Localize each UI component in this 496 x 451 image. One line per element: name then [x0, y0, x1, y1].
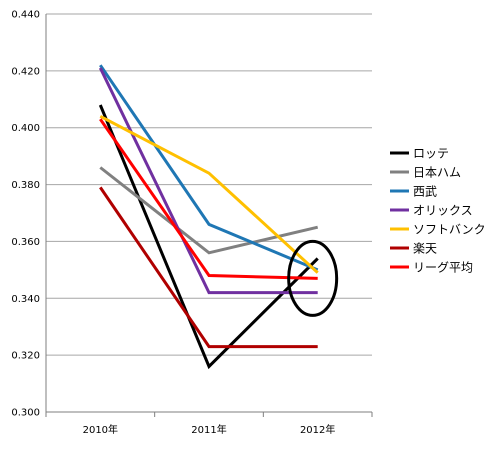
series-line [99, 64, 319, 272]
y-tick-label: 0.340 [11, 294, 40, 305]
legend-label: 楽天 [413, 242, 437, 256]
y-tick-label: 0.320 [11, 351, 40, 362]
y-tick-label: 0.380 [11, 180, 40, 191]
y-tick-label: 0.400 [11, 123, 40, 134]
x-tick-label: 2010年 [83, 423, 118, 436]
y-tick-label: 0.360 [11, 237, 40, 248]
legend-label: ソフトバンク [413, 223, 486, 237]
y-tick-label: 0.300 [11, 408, 40, 419]
x-tick-label: 2011年 [191, 423, 226, 436]
grid-layer [46, 13, 372, 413]
annotation-layer [287, 239, 339, 317]
annotation-circle [287, 239, 339, 317]
series-line [99, 118, 318, 280]
series-line [99, 114, 319, 274]
series-layer [98, 64, 319, 370]
legend-label: ロッテ [413, 147, 449, 161]
legend-label: オリックス [413, 204, 473, 218]
series-line [98, 104, 319, 370]
legend-label: 日本ハム [413, 166, 461, 180]
y-tick-label: 0.420 [11, 66, 40, 77]
series-line [99, 186, 318, 349]
series-line [99, 166, 319, 255]
x-tick-label: 2012年 [300, 423, 335, 436]
y-tick-label: 0.440 [11, 10, 40, 21]
axis-layer: 0.300 0.320 0.340 0.360 0.380 0.400 0.420 0.440… [11, 10, 373, 436]
series-line [98, 67, 318, 295]
legend-label: リーグ平均 [413, 261, 473, 275]
legend-label: 西武 [413, 185, 437, 199]
